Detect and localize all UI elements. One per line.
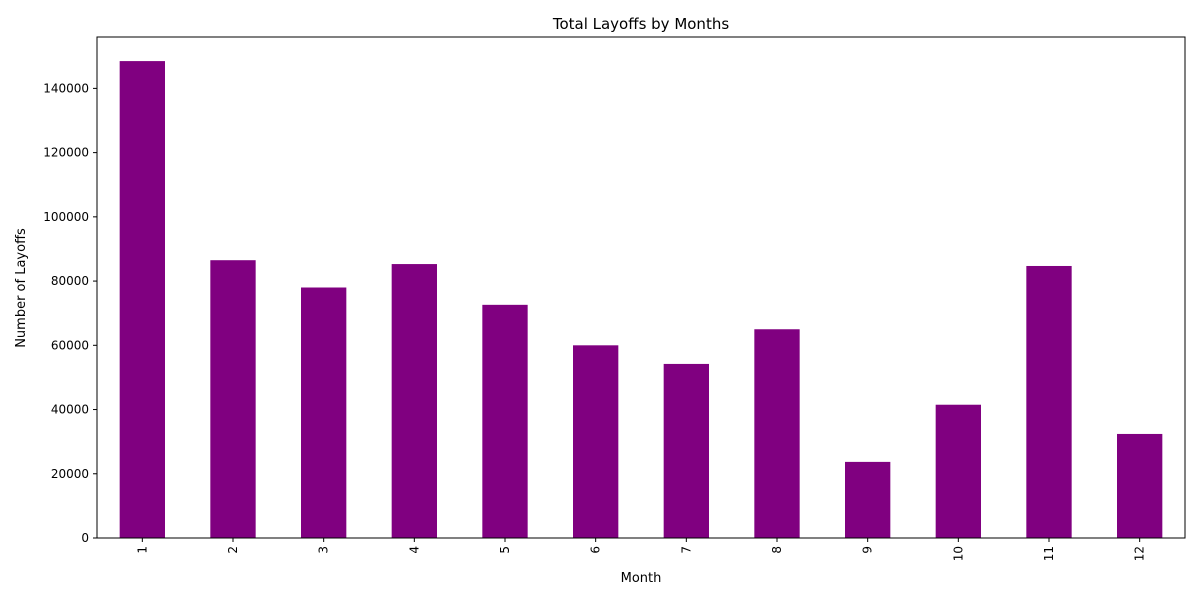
- chart-title: Total Layoffs by Months: [552, 15, 730, 33]
- y-tick-label: 80000: [51, 274, 89, 288]
- y-tick-label: 40000: [51, 403, 89, 417]
- bar-month-1: [119, 61, 165, 539]
- bar-month-2: [210, 260, 256, 538]
- x-tick-label: 12: [1133, 546, 1147, 561]
- y-tick-label: 100000: [43, 210, 89, 224]
- x-tick-label: 9: [861, 546, 875, 554]
- x-tick-label: 3: [317, 546, 331, 554]
- bar-month-6: [573, 345, 619, 538]
- x-tick-label: 8: [770, 546, 784, 554]
- x-tick-label: 5: [498, 546, 512, 554]
- bar-month-5: [482, 304, 528, 538]
- bar-month-3: [301, 287, 347, 538]
- x-tick-label: 7: [679, 546, 693, 554]
- bar-month-10: [935, 404, 981, 538]
- y-tick-label: 60000: [51, 338, 89, 352]
- x-tick-label: 10: [951, 546, 965, 561]
- y-axis-label: Number of Layoffs: [14, 228, 29, 348]
- x-tick-label: 2: [226, 546, 240, 554]
- x-tick-label: 11: [1042, 546, 1056, 561]
- bar-month-7: [663, 363, 709, 538]
- y-tick-label: 140000: [43, 81, 89, 95]
- bar-month-4: [391, 264, 437, 538]
- bars-group: [119, 61, 1163, 539]
- y-tick-label: 0: [81, 531, 89, 545]
- x-axis-label: Month: [621, 571, 662, 586]
- bar-month-8: [754, 329, 800, 538]
- x-axis-ticks: 1 2 3 4 5 6 7 8 9 10 11 12: [135, 538, 1147, 561]
- y-tick-label: 20000: [51, 467, 89, 481]
- x-tick-label: 6: [589, 546, 603, 554]
- x-tick-label: 4: [407, 546, 421, 554]
- plot-frame: [96, 36, 1186, 539]
- y-axis-ticks: 0 20000 40000 60000 80000 100000 120000 140000: [43, 81, 97, 545]
- bar-month-11: [1026, 265, 1072, 538]
- bar-month-12: [1117, 433, 1163, 538]
- x-tick-label: 1: [135, 546, 149, 554]
- y-tick-label: 120000: [43, 146, 89, 160]
- bar-month-9: [845, 461, 891, 538]
